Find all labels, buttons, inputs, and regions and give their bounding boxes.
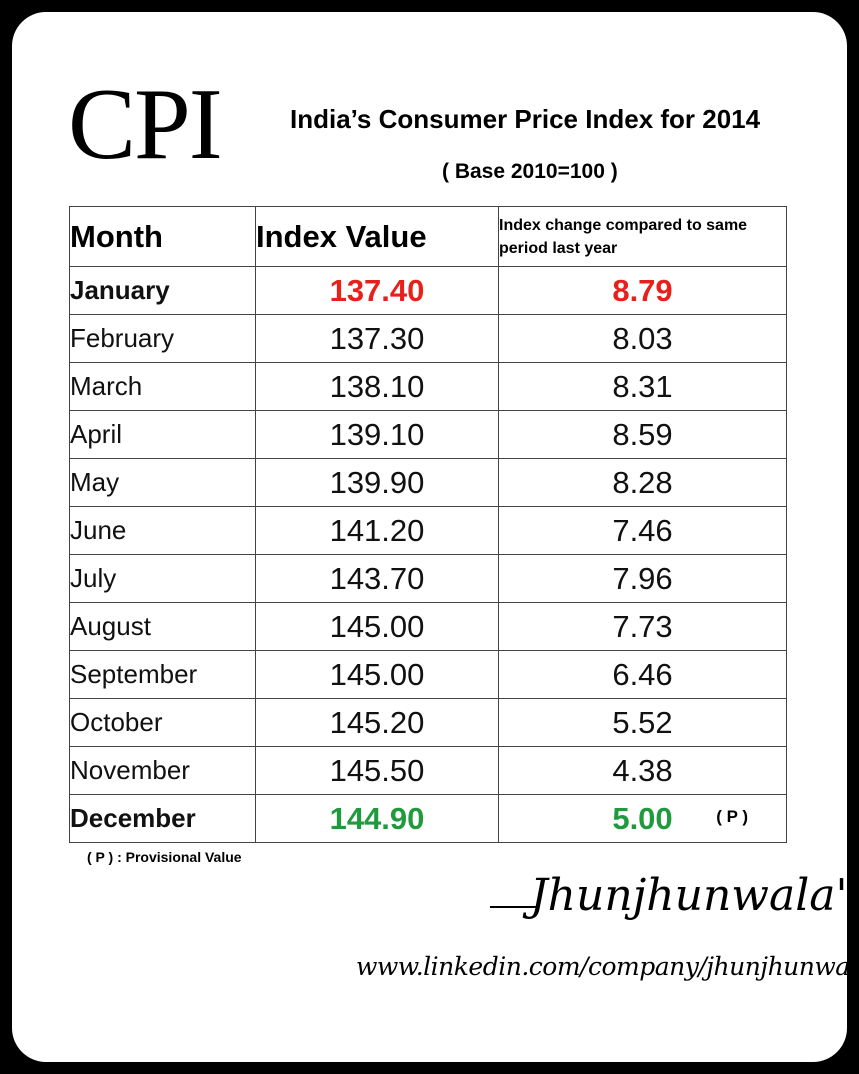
month-cell: July (69, 554, 256, 603)
month-cell: August (69, 602, 256, 651)
cpi-table: Month Index Value Index change compared … (69, 206, 787, 843)
index-change-cell: 5.00 ( P ) (498, 794, 787, 843)
provisional-flag: ( P ) (716, 807, 748, 826)
table-row: August 145.00 7.73 (69, 602, 787, 651)
index-change-cell: 8.79 (498, 266, 787, 315)
index-value-cell: 139.10 (255, 410, 499, 459)
index-change-cell: 4.38 (498, 746, 787, 795)
month-cell: April (69, 410, 256, 459)
month-cell: October (69, 698, 256, 747)
index-change-cell: 5.52 (498, 698, 787, 747)
page-subtitle: ( Base 2010=100 ) (442, 160, 618, 183)
provisional-footnote: ( P ) : Provisional Value (87, 849, 242, 865)
month-cell: May (69, 458, 256, 507)
company-signature: Jhunjhunwala's (490, 870, 859, 921)
table-row: April 139.10 8.59 (69, 410, 787, 459)
index-value-cell: 138.10 (255, 362, 499, 411)
index-value-cell: 143.70 (255, 554, 499, 603)
table-row: November 145.50 4.38 (69, 746, 787, 795)
month-cell: November (69, 746, 256, 795)
cpi-logo: CPI (68, 68, 223, 181)
card: CPI India’s Consumer Price Index for 201… (12, 12, 859, 1062)
index-change-cell: 8.31 (498, 362, 787, 411)
table-row: October 145.20 5.52 (69, 698, 787, 747)
index-change-cell: 8.28 (498, 458, 787, 507)
table-row: July 143.70 7.96 (69, 554, 787, 603)
header-index-change: Index change compared to same period las… (498, 206, 787, 267)
company-weblink: www.linkedin.com/company/jhunjhunwalas (356, 952, 859, 981)
index-value-cell: 145.00 (255, 650, 499, 699)
index-change-cell: 8.59 (498, 410, 787, 459)
index-value-cell: 141.20 (255, 506, 499, 555)
index-value-cell: 145.20 (255, 698, 499, 747)
index-change-cell: 8.03 (498, 314, 787, 363)
month-cell: February (69, 314, 256, 363)
signature-text: Jhunjhunwala's (530, 870, 859, 921)
signature-stroke (490, 906, 536, 908)
index-change-cell: 6.46 (498, 650, 787, 699)
index-change-value: 5.00 (612, 800, 673, 836)
table-row: May 139.90 8.28 (69, 458, 787, 507)
index-value-cell: 137.30 (255, 314, 499, 363)
table-row: September 145.00 6.46 (69, 650, 787, 699)
index-value-cell: 139.90 (255, 458, 499, 507)
index-change-cell: 7.46 (498, 506, 787, 555)
index-change-cell: 7.96 (498, 554, 787, 603)
table-row: March 138.10 8.31 (69, 362, 787, 411)
index-value-cell: 144.90 (255, 794, 499, 843)
page-title: India’s Consumer Price Index for 2014 (290, 104, 761, 134)
table-row: January 137.40 8.79 (69, 266, 787, 315)
index-change-cell: 7.73 (498, 602, 787, 651)
month-cell: June (69, 506, 256, 555)
table-row: February 137.30 8.03 (69, 314, 787, 363)
index-value-cell: 137.40 (255, 266, 499, 315)
month-cell: September (69, 650, 256, 699)
table-row: June 141.20 7.46 (69, 506, 787, 555)
table-header-row: Month Index Value Index change compared … (69, 206, 787, 267)
header-month: Month (69, 206, 256, 267)
index-value-cell: 145.50 (255, 746, 499, 795)
month-cell: January (69, 266, 256, 315)
table-row: December 144.90 5.00 ( P ) (69, 794, 787, 843)
month-cell: December (69, 794, 256, 843)
header-index-value: Index Value (255, 206, 499, 267)
index-value-cell: 145.00 (255, 602, 499, 651)
month-cell: March (69, 362, 256, 411)
